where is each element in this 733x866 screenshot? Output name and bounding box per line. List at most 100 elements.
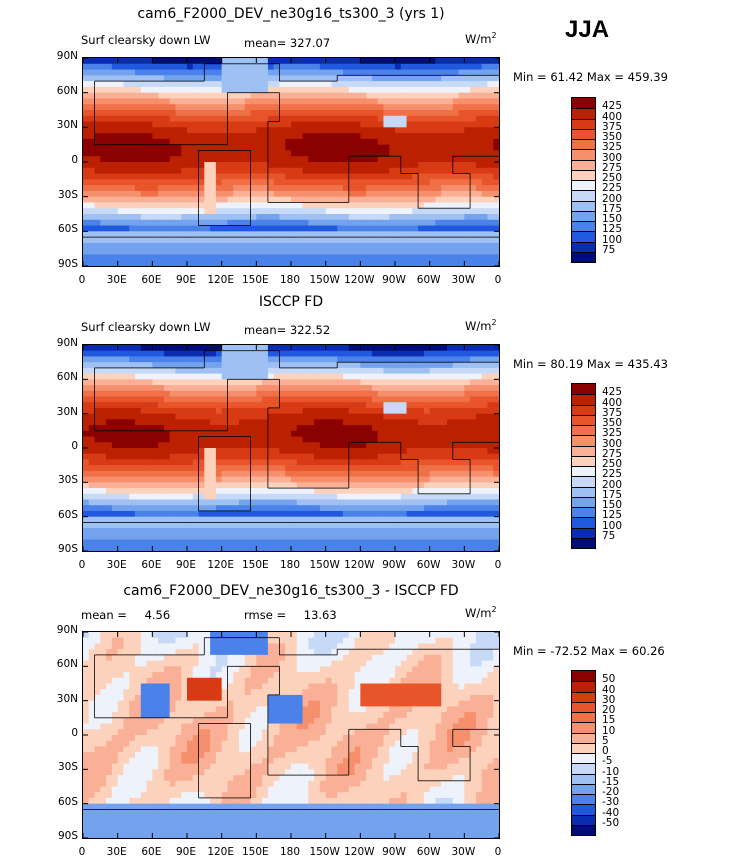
colorbar-level-label: 275 xyxy=(602,161,623,174)
colorbar-level-label: 300 xyxy=(602,437,623,450)
lon-tick-label: 90W xyxy=(382,846,406,858)
units-label: W/m2 xyxy=(465,318,497,333)
colorbar-swatch xyxy=(572,517,595,528)
lon-tick-label: 180 xyxy=(279,559,301,571)
colorbar-swatch xyxy=(572,773,595,784)
lat-tick-label: 60N xyxy=(56,658,78,671)
colorbar-swatch xyxy=(572,691,595,702)
colorbar-level-label: 425 xyxy=(602,100,623,113)
lon-tick-label: 0 xyxy=(494,274,502,286)
mean-value: 4.56 xyxy=(144,608,171,622)
colorbar-level-label: 5 xyxy=(602,734,609,747)
lon-tick-label: 90W xyxy=(382,274,406,286)
colorbar-level-label: 275 xyxy=(602,447,623,460)
lon-tick-label: 120E xyxy=(207,274,234,286)
lon-tick-label: 150W xyxy=(309,559,340,571)
map-plot xyxy=(82,344,500,552)
lat-tick-label: 90N xyxy=(56,50,78,62)
lon-tick-label: 30E xyxy=(106,559,127,571)
lat-tick-label: 30N xyxy=(56,692,78,705)
colorbar-swatch xyxy=(572,414,595,425)
map-field xyxy=(83,632,499,838)
mean-value: 322.52 xyxy=(289,323,331,337)
colorbar-level-label: 225 xyxy=(602,182,623,195)
colorbar-level-label: 100 xyxy=(602,519,623,532)
map-field xyxy=(83,58,499,266)
colorbar-level-label: 325 xyxy=(602,427,623,440)
mean-label: mean = xyxy=(81,608,127,622)
colorbar-swatch xyxy=(572,190,595,201)
colorbar-level-label: 375 xyxy=(602,406,623,419)
colorbar-swatch xyxy=(572,251,595,262)
map-plot xyxy=(82,57,500,267)
colorbar-level-label: 400 xyxy=(602,110,623,123)
min-max-readout: Min = -72.52 Max = 60.26 xyxy=(513,644,665,658)
colorbar-level-label: 150 xyxy=(602,213,623,225)
colorbar-level-label: 375 xyxy=(602,120,623,133)
colorbar-swatch xyxy=(572,128,595,139)
lat-tick-label: 0 xyxy=(71,440,78,452)
lon-tick-label: 0 xyxy=(494,846,502,858)
mean-label: mean= xyxy=(244,36,287,50)
colorbar-swatch xyxy=(572,108,595,119)
lat-tick-label: 60N xyxy=(56,371,78,384)
colorbar-swatch xyxy=(572,231,595,242)
colorbar-level-label: 250 xyxy=(602,458,623,470)
lat-tick-label: 90N xyxy=(56,624,78,636)
colorbar-level-label: 20 xyxy=(602,704,616,716)
lon-tick-label: 60E xyxy=(141,274,162,286)
mean-label: mean= xyxy=(244,323,287,337)
colorbar-swatch xyxy=(572,671,595,682)
colorbar-level-label: 50 xyxy=(602,673,616,686)
min-max-readout: Min = 80.19 Max = 435.43 xyxy=(513,357,668,371)
map-field xyxy=(83,345,499,551)
colorbar-swatch xyxy=(572,804,595,815)
colorbar-level-label: 125 xyxy=(602,223,623,236)
units-label: W/m2 xyxy=(465,605,497,620)
lon-tick-label: 60W xyxy=(416,559,441,571)
colorbar-swatch xyxy=(572,701,595,712)
colorbar-level-label: -50 xyxy=(602,816,620,829)
colorbar-level-label: 175 xyxy=(602,202,623,215)
lon-tick-label: 120W xyxy=(344,559,375,571)
colorbar-swatch xyxy=(572,507,595,518)
map-plot xyxy=(82,631,500,839)
colorbar xyxy=(571,670,596,836)
season-label: JJA xyxy=(565,16,610,43)
colorbar-level-label: 100 xyxy=(602,233,623,246)
colorbar-swatch xyxy=(572,169,595,180)
lon-tick-label: 180 xyxy=(279,274,301,286)
colorbar-level-label: 250 xyxy=(602,172,623,184)
colorbar-swatch xyxy=(572,149,595,160)
coastline-outline xyxy=(83,350,499,523)
lon-tick-label: 30E xyxy=(106,274,127,286)
colorbar-swatch xyxy=(572,814,595,825)
colorbar-level-label: 75 xyxy=(602,529,616,542)
colorbar-swatch xyxy=(572,732,595,743)
lon-tick-label: 0 xyxy=(494,559,502,571)
colorbar-level-label: -15 xyxy=(602,775,620,788)
colorbar-swatch xyxy=(572,455,595,466)
colorbar xyxy=(571,97,596,263)
colorbar-level-label: 425 xyxy=(602,386,623,399)
colorbar-swatch xyxy=(572,139,595,150)
coastline-outline xyxy=(83,63,499,238)
lon-tick-label: 150W xyxy=(309,846,340,858)
colorbar-swatch xyxy=(572,476,595,487)
colorbar-swatch xyxy=(572,118,595,129)
colorbar-level-label: 40 xyxy=(602,683,616,696)
colorbar-swatch xyxy=(572,200,595,211)
lon-tick-label: 30W xyxy=(451,559,476,571)
panel-title: ISCCP FD xyxy=(258,294,324,310)
lon-tick-label: 120E xyxy=(207,846,234,858)
lat-tick-label: 90S xyxy=(57,543,78,555)
lon-tick-label: 180 xyxy=(279,846,301,858)
lat-tick-label: 60S xyxy=(57,223,78,236)
colorbar-swatch xyxy=(572,753,595,764)
colorbar-swatch xyxy=(572,824,595,835)
lon-tick-label: 150W xyxy=(309,274,340,286)
colorbar-swatch xyxy=(572,404,595,415)
colorbar-swatch xyxy=(572,159,595,170)
colorbar-level-label: 15 xyxy=(602,714,616,727)
min-max-readout: Min = 61.42 Max = 459.39 xyxy=(513,70,668,84)
